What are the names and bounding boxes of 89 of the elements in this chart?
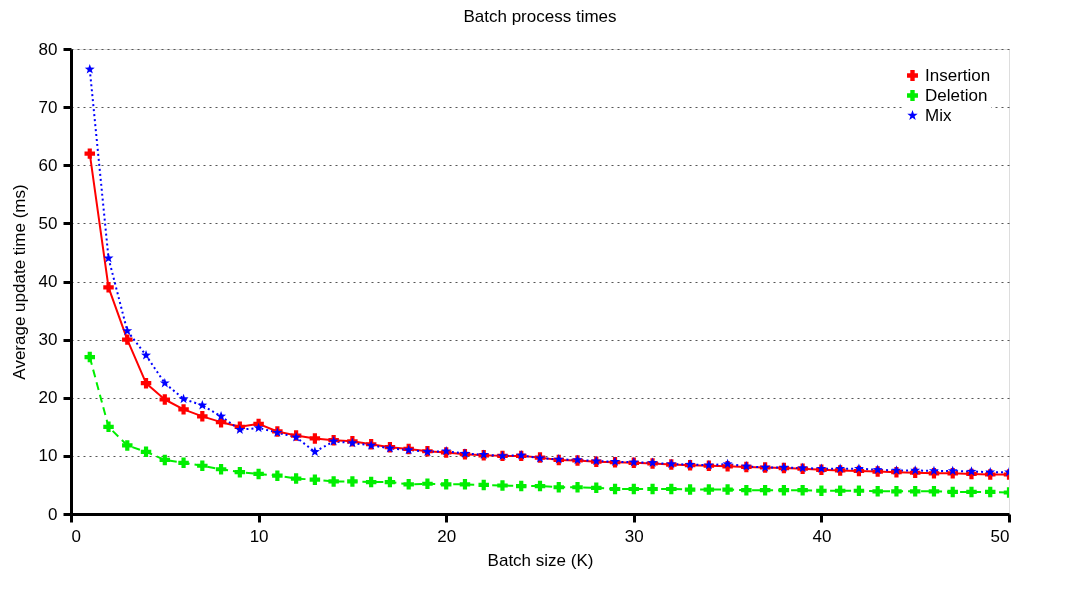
point <box>516 480 527 492</box>
point <box>159 394 171 405</box>
point <box>253 422 264 433</box>
point <box>122 334 133 345</box>
point <box>591 482 602 494</box>
point <box>309 474 321 485</box>
chart-title: Batch process times <box>463 7 617 26</box>
point <box>797 484 808 496</box>
point <box>872 486 883 497</box>
y-tick-label: 30 <box>38 330 58 350</box>
point <box>853 485 865 496</box>
point <box>159 377 170 388</box>
point <box>834 485 846 496</box>
point <box>759 484 771 496</box>
legend-label: Mix <box>925 105 952 125</box>
x-tick-label: 0 <box>71 526 81 546</box>
point <box>703 484 715 495</box>
point <box>309 446 320 457</box>
point <box>422 478 433 490</box>
point <box>347 476 358 487</box>
point <box>647 483 658 495</box>
point <box>140 377 152 389</box>
point <box>684 484 696 495</box>
point <box>816 485 827 496</box>
point <box>178 404 189 415</box>
y-tick-label: 60 <box>38 155 58 175</box>
point <box>891 486 902 497</box>
point <box>928 486 940 497</box>
point <box>947 486 958 498</box>
point <box>534 480 546 492</box>
point <box>553 482 564 493</box>
y-tick-label: 80 <box>38 39 58 59</box>
point <box>159 454 171 466</box>
point <box>178 393 189 404</box>
point <box>122 440 133 451</box>
point <box>966 486 977 498</box>
point <box>609 483 621 495</box>
point <box>215 464 227 475</box>
point <box>440 479 452 490</box>
point <box>572 482 583 493</box>
point <box>234 466 246 478</box>
point <box>909 486 921 497</box>
legend-label: Insertion <box>925 65 991 85</box>
y-tick-label: 0 <box>48 504 58 524</box>
point <box>985 486 996 498</box>
point <box>478 479 489 491</box>
x-tick-label: 20 <box>437 526 457 546</box>
point <box>197 400 208 410</box>
x-tick-label: 40 <box>812 526 832 546</box>
point <box>328 476 339 487</box>
point <box>84 351 95 363</box>
point <box>197 411 208 422</box>
point <box>141 350 152 360</box>
point <box>103 282 114 293</box>
point <box>628 483 640 495</box>
point <box>216 411 227 421</box>
point <box>722 484 733 495</box>
y-axis-title: Average update time (ms) <box>9 184 29 380</box>
point <box>103 421 114 433</box>
legend-label: Deletion <box>925 85 988 105</box>
point <box>853 463 864 473</box>
point <box>666 483 677 495</box>
point <box>778 484 790 496</box>
x-tick-label: 30 <box>624 526 644 546</box>
x-tick-label: 10 <box>249 526 269 546</box>
y-tick-label: 10 <box>38 446 58 466</box>
point <box>966 466 977 476</box>
x-tick-label: 50 <box>990 526 1010 546</box>
x-axis-title: Batch size (K) <box>487 550 594 570</box>
point <box>290 473 302 484</box>
y-tick-label: 50 <box>38 213 58 233</box>
point <box>309 433 321 444</box>
point <box>741 484 752 496</box>
point <box>272 470 283 481</box>
point <box>197 460 208 471</box>
point <box>365 476 377 488</box>
point <box>497 480 508 491</box>
point <box>140 446 152 458</box>
point <box>384 476 396 488</box>
point <box>459 479 471 490</box>
point <box>253 468 264 480</box>
y-tick-label: 40 <box>38 272 58 291</box>
point <box>122 325 133 336</box>
point <box>178 457 189 469</box>
point <box>84 148 95 159</box>
y-tick-label: 20 <box>38 388 58 408</box>
point <box>84 64 95 74</box>
y-tick-label: 70 <box>38 97 58 117</box>
point <box>403 479 414 490</box>
